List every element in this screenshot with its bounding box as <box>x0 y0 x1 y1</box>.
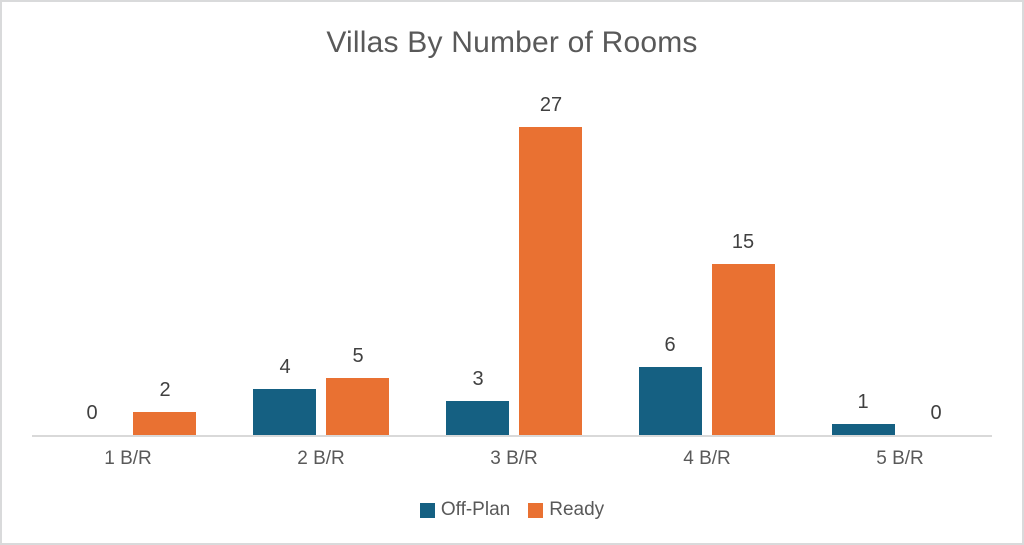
data-label-ready-3-b-r: 27 <box>539 94 563 116</box>
bar-ready-2-b-r <box>326 378 389 435</box>
bar-off-plan-3-b-r <box>446 401 509 435</box>
x-tick-label-2-b-r: 2 B/R <box>297 448 345 469</box>
bar-off-plan-4-b-r <box>639 367 702 435</box>
data-label-off-plan-5-b-r: 1 <box>857 391 869 413</box>
bar-ready-3-b-r <box>519 127 582 435</box>
data-label-ready-1-b-r: 2 <box>159 379 171 401</box>
plot-area: 0 2 4 5 3 27 6 15 1 0 <box>2 2 1022 435</box>
legend-label-ready: Ready <box>549 499 605 520</box>
data-label-off-plan-1-b-r: 0 <box>86 402 98 424</box>
chart-title: Villas By Number of Rooms <box>326 26 698 59</box>
legend-label-off-plan: Off-Plan <box>440 499 511 520</box>
data-label-off-plan-4-b-r: 6 <box>664 334 676 356</box>
data-label-ready-2-b-r: 5 <box>352 345 364 367</box>
off-plan-swatch <box>419 502 435 518</box>
x-tick-label-3-b-r: 3 B/R <box>490 448 538 469</box>
data-label-ready-4-b-r: 15 <box>731 231 755 253</box>
x-axis-line <box>32 435 992 437</box>
x-tick-label-1-b-r: 1 B/R <box>104 448 152 469</box>
legend-item-ready: Ready <box>528 499 604 521</box>
data-label-off-plan-3-b-r: 3 <box>472 368 484 390</box>
legend-item-off-plan: Off-Plan <box>419 499 511 521</box>
data-label-ready-5-b-r: 0 <box>930 402 942 424</box>
legend: Off-Plan Ready <box>2 499 1022 521</box>
bar-ready-4-b-r <box>712 264 775 435</box>
ready-swatch <box>528 502 544 518</box>
data-label-off-plan-2-b-r: 4 <box>279 356 291 378</box>
x-tick-label-4-b-r: 4 B/R <box>683 448 731 469</box>
bar-off-plan-5-b-r <box>832 424 895 435</box>
bar-ready-1-b-r <box>133 412 196 435</box>
bar-off-plan-2-b-r <box>253 389 316 435</box>
x-tick-label-5-b-r: 5 B/R <box>876 448 924 469</box>
